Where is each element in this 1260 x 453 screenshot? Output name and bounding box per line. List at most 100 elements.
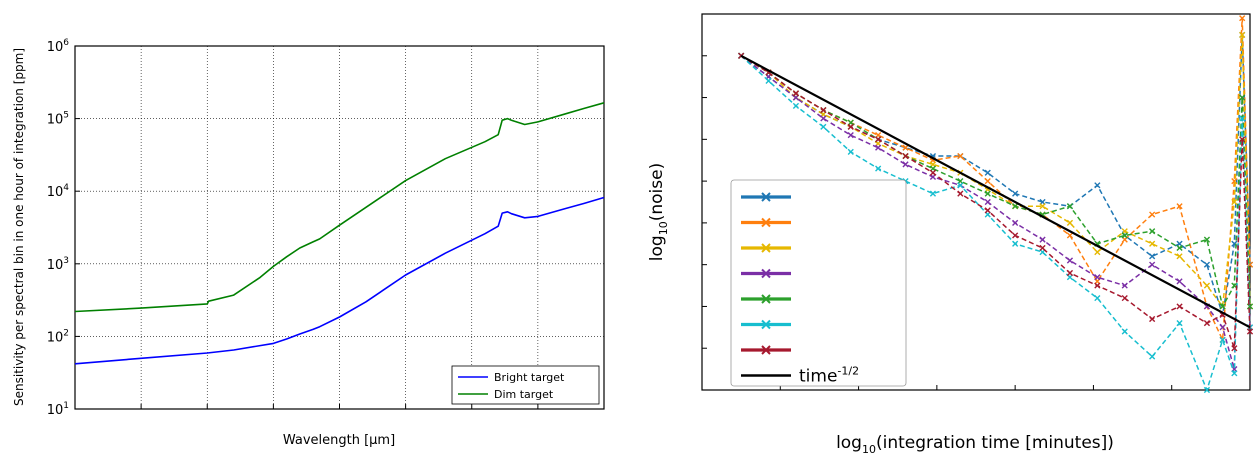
series-marker-3-95-m [820,106,827,114]
series-marker-3-35-m [1149,228,1156,235]
series-marker-3-06-m [902,161,909,168]
legend-marker-3-06-m [761,268,771,279]
right-chart: log10(integration time [minutes]) log10(… [647,13,1254,453]
series-marker-2-77-m [1066,219,1074,226]
left-y-axis-label: Sensitivity per spectral bin in one hour… [12,48,26,406]
series-line-3-35-m [740,55,1251,308]
left-y-tick-label: 103 [47,256,69,273]
series-marker-3-06-m [1012,219,1019,226]
series-marker-2-77-m [1176,253,1183,260]
left-y-tick-exponent: 2 [63,328,69,338]
left-grid [74,45,605,410]
series-marker-3-66-m [875,165,882,172]
left-lines [74,102,605,365]
series-marker-3-06-m [1219,324,1226,331]
legend-time-exponent: -1/2 [837,365,859,378]
left-x-axis-label: Wavelength [μm] [283,433,395,448]
series-marker-3-35-m [1121,232,1128,239]
series-marker-2-46-m [1149,211,1156,218]
left-y-tick-base: 10 [47,185,64,200]
series-marker-2-46-m [902,144,909,151]
series-marker-3-66-m [1012,240,1019,247]
legend-marker-2-46-m [761,217,771,228]
series-marker-3-95-m [1203,320,1211,327]
left-y-tick-exponent: 5 [63,111,69,121]
series-marker-3-66-m [1219,336,1226,343]
series-marker-3-66-m [765,77,772,84]
series-marker-2-77-m [1239,31,1246,38]
series-line-bright-target [74,196,605,365]
series-marker-3-66-m [820,123,827,130]
left-y-tick-label: 101 [47,401,69,418]
series-marker-3-95-m [1039,244,1046,252]
series-marker-3-66-m [847,148,854,155]
left-y-tick-exponent: 4 [63,183,69,193]
series-marker-3-35-m [984,190,991,197]
left-y-tick-label: 106 [47,38,70,55]
right-y-axis [702,13,707,391]
series-marker-2-46-m [1066,232,1074,239]
left-y-tick-base: 10 [47,403,64,418]
series-marker-3-35-m [1176,244,1183,252]
series-marker-3-66-m [1149,353,1156,360]
series-marker-2-77-m [1039,203,1046,210]
series-marker-3-06-m [820,115,827,122]
series-marker-2-46-m [957,152,964,160]
series-marker-3-95-m [792,90,800,97]
left-legend-box [451,365,600,405]
series-marker-3-35-m [1066,203,1074,210]
series-marker-3-66-m [1231,370,1238,377]
series-marker-2-77-m [1149,240,1156,247]
left-y-tick-base: 10 [47,258,64,273]
left-legend: Bright target Dim target [451,365,600,405]
series-marker-3-06-m [1149,261,1156,268]
series-marker-3-95-m [1149,315,1156,323]
series-marker-2-77-m [1203,282,1211,289]
series-marker-3-66-m [792,102,800,110]
series-marker-3-95-m [1066,269,1074,277]
series-line-2-77-m [740,34,1251,308]
series-marker-3-95-m [847,123,854,130]
right-legend: time-1/2 [730,179,907,387]
series-marker-3-06-m [1121,282,1128,289]
series-marker-2-77-m [1094,249,1101,256]
series-marker-2-46-m [1176,203,1183,210]
left-y-tick-base: 10 [47,40,64,55]
series-line-3-95-m [740,55,1251,349]
series-marker-3-35-m [1203,236,1211,243]
series-marker-3-95-m [1176,303,1183,310]
series-marker-3-06-m [1176,278,1183,285]
series-marker-3-95-m [1012,232,1019,239]
series-marker-3-95-m [1094,282,1101,289]
series-marker-3-95-m [875,136,882,143]
series-marker-3-35-m [1219,303,1226,310]
series-marker-3-06-m [1066,257,1074,264]
legend-marker-3-66-m [761,319,771,330]
series-marker-3-66-m [957,182,964,189]
legend-marker-3-95-m [761,345,771,355]
series-marker-3-95-m [1239,136,1246,143]
series-marker-3-95-m [1231,345,1238,352]
series-line-time-1-2 [740,54,1251,329]
series-marker-3-95-m [984,207,991,214]
series-marker-2-24-m [1012,190,1019,197]
series-marker-2-24-m [1094,182,1101,189]
series-marker-3-95-m [902,152,909,160]
series-marker-3-06-m [875,144,882,151]
right-y-axis-label: log10(noise) [647,163,670,261]
series-marker-3-66-m [1203,386,1211,394]
series-marker-3-95-m [957,190,964,197]
series-marker-3-66-m [1239,115,1246,122]
series-marker-3-06-m [1094,274,1101,281]
series-line-3-06-m [740,55,1251,370]
series-marker-2-24-m [1203,261,1211,268]
left-y-tick-exponent: 3 [63,256,69,266]
legend-dim-target-label: Dim target [494,388,554,401]
series-marker-2-46-m [984,178,991,185]
right-x-axis-label: log10(integration time [minutes]) [836,433,1114,453]
legend-bright-target-label: Bright target [494,371,565,384]
left-y-tick-label: 102 [47,328,69,345]
